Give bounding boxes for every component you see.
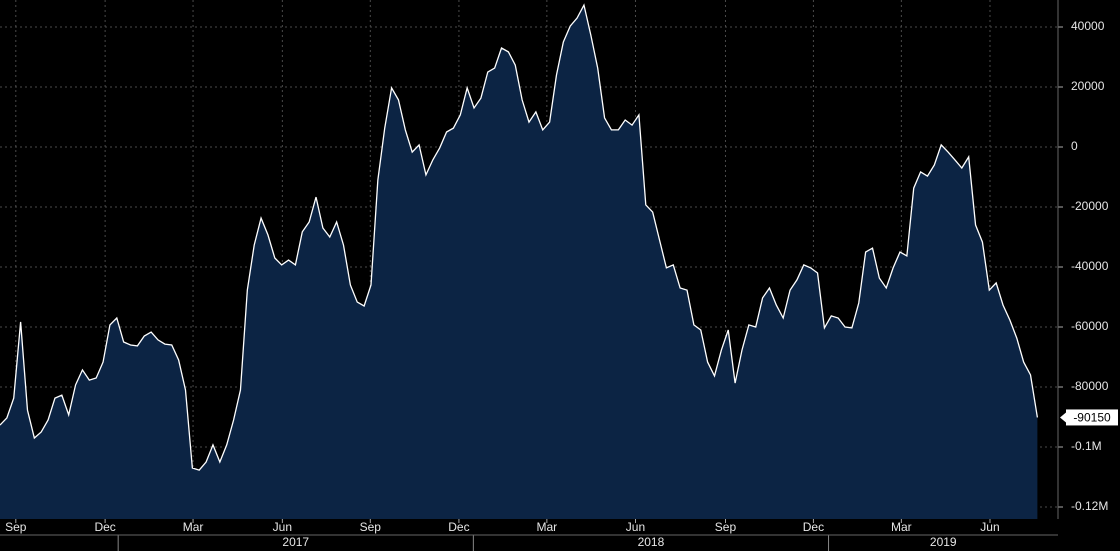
y-tick-label: 40000 (1071, 19, 1105, 33)
area (0, 5, 1038, 520)
x-tick-label: Sep (5, 520, 27, 534)
last-value-label: -90150 (1073, 411, 1111, 425)
x-tick-label: Mar (891, 520, 912, 534)
x-tick-label: Dec (94, 520, 115, 534)
x-tick-label: Jun (626, 520, 645, 534)
y-tick-label: -0.12M (1071, 499, 1108, 513)
last-value-pointer (1060, 412, 1066, 423)
x-tick-label: Mar (537, 520, 558, 534)
y-tick-label: -20000 (1071, 199, 1109, 213)
x-tick-label: Mar (183, 520, 204, 534)
y-tick-label: -0.1M (1071, 439, 1102, 453)
x-tick-label: Jun (980, 520, 999, 534)
x-tick-label: Sep (360, 520, 382, 534)
year-label: 2018 (638, 535, 665, 549)
y-tick-label: -40000 (1071, 259, 1109, 273)
y-tick-label: -60000 (1071, 319, 1109, 333)
y-tick-label: -80000 (1071, 379, 1109, 393)
y-tick-label: 0 (1071, 139, 1078, 153)
x-tick-label: Dec (448, 520, 469, 534)
last-value-box (1066, 409, 1118, 426)
year-label: 2019 (930, 535, 957, 549)
y-tick-label: 20000 (1071, 79, 1105, 93)
line (0, 3, 1039, 471)
x-tick-label: Dec (803, 520, 824, 534)
year-label: 2017 (282, 535, 309, 549)
x-tick-label: Jun (273, 520, 292, 534)
x-tick-label: Sep (715, 520, 737, 534)
